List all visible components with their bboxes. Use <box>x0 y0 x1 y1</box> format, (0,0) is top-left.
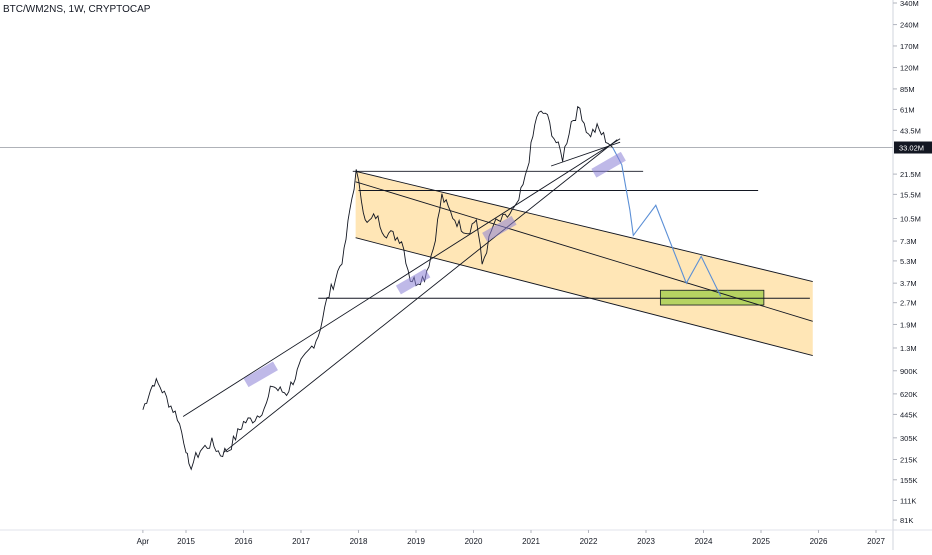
x-tick-label: 2024 <box>695 537 713 546</box>
x-tick-label: 2023 <box>637 537 655 546</box>
y-tick-label: 111K <box>900 496 916 505</box>
y-tick-label: 21.5M <box>900 170 921 179</box>
x-tick-label: 2021 <box>522 537 540 546</box>
y-tick-label: 15.5M <box>900 190 921 199</box>
y-tick-label: 445K <box>900 410 918 419</box>
trendline-1 <box>182 138 621 417</box>
x-tick-label: 2020 <box>465 537 483 546</box>
x-tick-label: 2016 <box>235 537 253 546</box>
current-value-label: 33.02M <box>899 144 924 153</box>
y-tick-label: 5.3M <box>900 257 917 266</box>
y-tick-label: 340M <box>900 0 919 8</box>
marker-2 <box>395 268 431 295</box>
y-tick-label: 7.3M <box>900 237 917 246</box>
y-tick-label: 81K <box>900 516 913 525</box>
y-tick-label: 43.5M <box>900 126 921 135</box>
y-tick-label: 305K <box>900 434 918 443</box>
marker-3 <box>482 215 517 242</box>
symbol-label: BTC/WM2NS, 1W, CRYPTOCAP <box>3 4 151 15</box>
x-tick-label: 2026 <box>810 537 828 546</box>
y-tick-label: 240M <box>900 21 919 30</box>
y-tick-label: 3.7M <box>900 279 917 288</box>
y-tick-label: 120M <box>900 64 919 73</box>
x-tick-label: 2025 <box>752 537 770 546</box>
channel-lower-line <box>355 237 813 357</box>
y-tick-label: 620K <box>900 390 918 399</box>
trendline-2 <box>223 139 618 454</box>
marker-4 <box>591 151 626 178</box>
x-tick-label: 2022 <box>580 537 598 546</box>
y-tick-label: 10.5M <box>900 215 921 224</box>
y-tick-label: 1.3M <box>900 344 917 353</box>
current-value-tag <box>894 141 932 154</box>
x-tick-label: Apr <box>137 537 150 546</box>
projection-series <box>612 147 722 297</box>
x-tick-label: 2015 <box>177 537 195 546</box>
y-tick-label: 900K <box>900 367 918 376</box>
y-tick-label: 170M <box>900 42 919 51</box>
x-tick-label: 2027 <box>867 537 885 546</box>
channel-upper-line <box>355 170 813 282</box>
x-tick-label: 2018 <box>350 537 368 546</box>
y-tick-label: 215K <box>900 456 918 465</box>
y-tick-label: 1.9M <box>900 320 917 329</box>
y-tick-label: 155K <box>900 476 918 485</box>
marker-1 <box>243 361 278 388</box>
target-box <box>659 289 765 306</box>
channel-fill <box>355 171 813 356</box>
y-tick-label: 2.7M <box>900 299 917 308</box>
trendline-4 <box>355 181 813 322</box>
price-series <box>142 105 613 471</box>
x-tick-label: 2019 <box>407 537 425 546</box>
y-tick-label: 61M <box>900 105 915 114</box>
trendline-3 <box>550 141 621 167</box>
y-tick-label: 85M <box>900 85 915 94</box>
x-tick-label: 2017 <box>292 537 310 546</box>
